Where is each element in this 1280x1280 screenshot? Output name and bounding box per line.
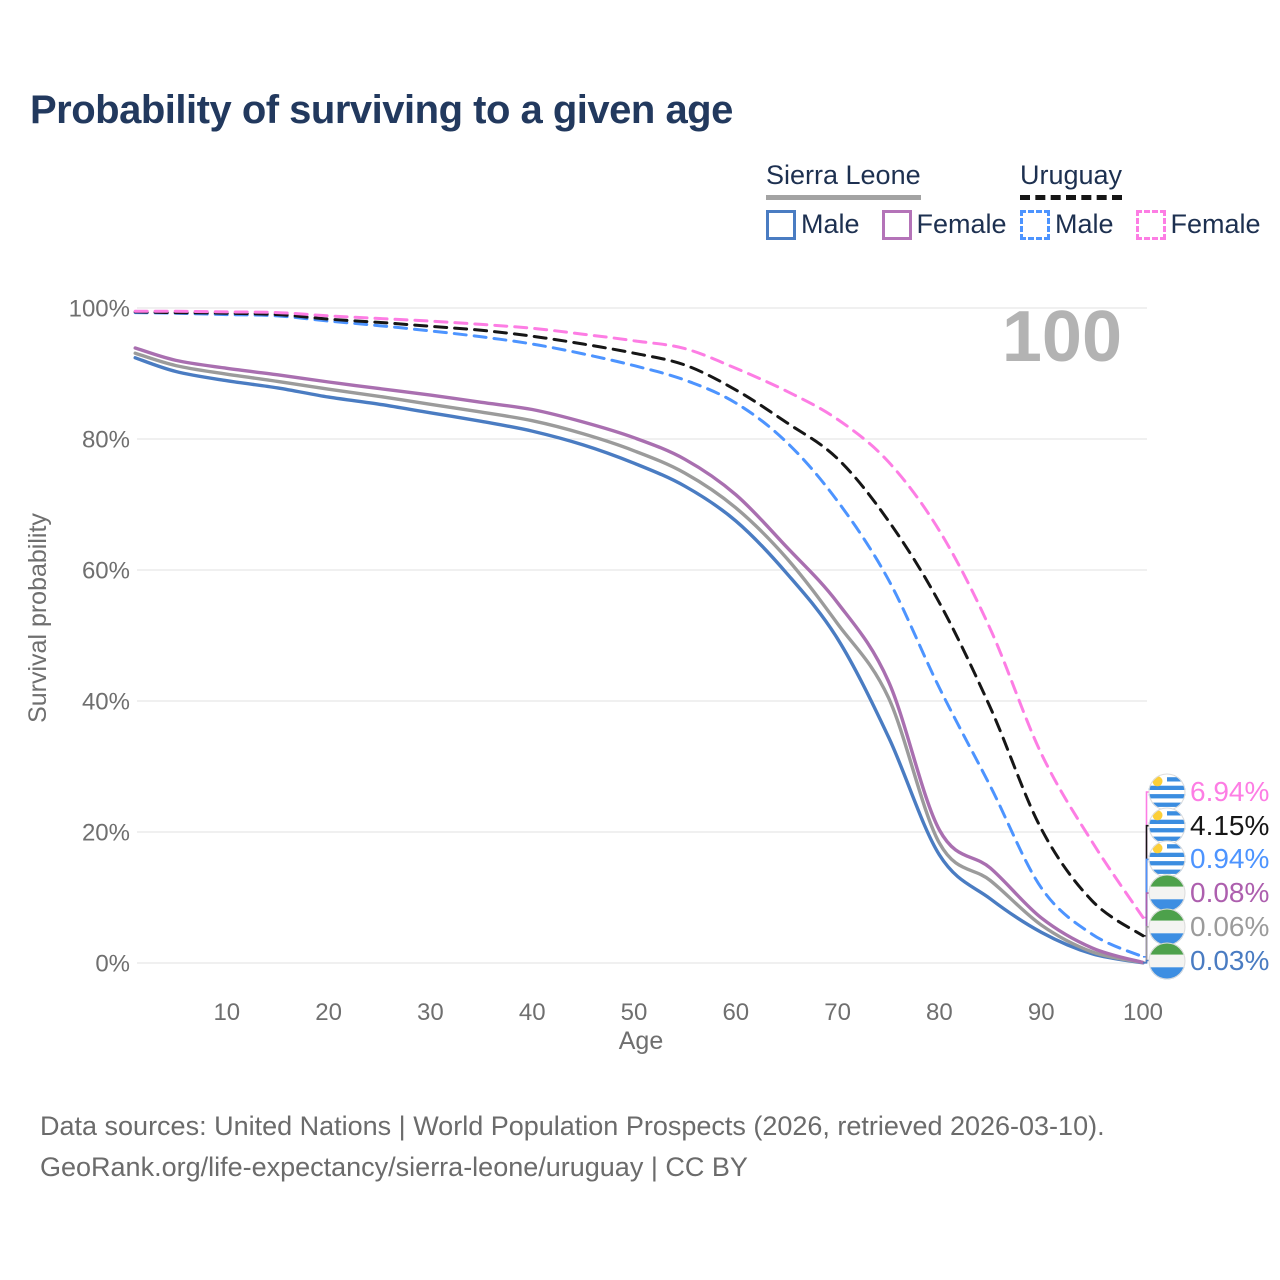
series-line-uruguay-both-sexes: [133, 310, 1145, 938]
x-axis-title: Age: [619, 1027, 663, 1055]
end-label-value: 0.03%: [1190, 944, 1270, 976]
footer: Data sources: United Nations | World Pop…: [40, 1106, 1105, 1188]
dashed-female-swatch-icon: [1135, 209, 1166, 240]
end-label-value: 0.94%: [1190, 843, 1270, 875]
age-watermark: 100: [1002, 297, 1122, 377]
y-tick-label: 80%: [82, 427, 130, 454]
x-tick-label: 30: [417, 999, 444, 1026]
x-tick-label: 50: [621, 999, 648, 1026]
end-label-uruguay-both-sexes: 4.15%: [1148, 807, 1269, 845]
series-line-sierra-leone-female: [133, 346, 1145, 965]
legend-group-sierra-leone: Sierra Leone Male Female: [766, 160, 1007, 240]
series-line-uruguay-male: [133, 311, 1145, 959]
end-label-sierra-leone-both-sexes: 0.06%: [1148, 908, 1269, 946]
end-label-value: 6.94%: [1190, 776, 1270, 807]
x-tick-label: 10: [213, 999, 240, 1026]
legend-group-uruguay: Uruguay Male Female: [1020, 160, 1261, 240]
y-tick-label: 40%: [82, 689, 130, 716]
x-tick-label: 90: [1028, 999, 1055, 1026]
end-label-uruguay-female: 6.94%: [1148, 773, 1269, 811]
legend-item-label: Female: [1170, 209, 1261, 239]
legend-item-label: Male: [801, 209, 860, 239]
end-label-sierra-leone-male: 0.03%: [1148, 942, 1269, 980]
y-tick-label: 20%: [82, 820, 130, 847]
sierra-leone-flag-icon: [1148, 874, 1186, 912]
y-tick-label: 0%: [95, 951, 130, 978]
x-tick-label: 20: [315, 999, 342, 1026]
uruguay-flag-icon: [1148, 840, 1186, 878]
leader-line: [1143, 959, 1150, 964]
y-axis-title: Survival probability: [24, 513, 52, 723]
end-label-value: 4.15%: [1190, 809, 1270, 841]
series-line-uruguay-female: [133, 309, 1145, 919]
end-label-uruguay-male: 0.94%: [1148, 840, 1269, 878]
end-label-value: 0.08%: [1190, 877, 1270, 909]
x-tick-label: 80: [926, 999, 953, 1026]
y-tick-label: 100%: [69, 296, 130, 323]
end-label-value: 0.06%: [1190, 910, 1270, 942]
legend-heading-uruguay[interactable]: Uruguay: [1020, 160, 1123, 200]
y-tick-label: 60%: [82, 558, 130, 585]
legend-heading-sierra-leone[interactable]: Sierra Leone: [766, 160, 921, 200]
legend-item-sierra-leone-female[interactable]: Female: [881, 209, 1007, 240]
legend-item-sierra-leone-male[interactable]: Male: [766, 209, 860, 240]
uruguay-flag-icon: [1148, 807, 1186, 845]
series-line-sierra-leone-both-sexes: [133, 351, 1145, 965]
legend-item-label: Female: [916, 209, 1007, 239]
uruguay-flag-icon: [1148, 773, 1186, 811]
dashed-male-swatch-icon: [1020, 209, 1050, 240]
solid-male-swatch-icon: [766, 209, 796, 240]
data-sources-line: Data sources: United Nations | World Pop…: [40, 1111, 1105, 1141]
end-label-sierra-leone-female: 0.08%: [1148, 874, 1269, 912]
legend-item-uruguay-female[interactable]: Female: [1135, 209, 1261, 240]
series-line-sierra-leone-male: [133, 356, 1145, 965]
x-tick-label: 100: [1123, 999, 1163, 1026]
solid-female-swatch-icon: [881, 209, 912, 240]
x-tick-label: 70: [824, 999, 851, 1026]
page-title: Probability of surviving to a given age: [30, 88, 733, 132]
sierra-leone-flag-icon: [1148, 908, 1186, 946]
attribution-line: GeoRank.org/life-expectancy/sierra-leone…: [40, 1152, 748, 1182]
x-tick-label: 60: [722, 999, 749, 1026]
legend-item-uruguay-male[interactable]: Male: [1020, 209, 1114, 240]
legend-item-label: Male: [1055, 209, 1114, 239]
sierra-leone-flag-icon: [1148, 942, 1186, 979]
x-tick-label: 40: [519, 999, 546, 1026]
